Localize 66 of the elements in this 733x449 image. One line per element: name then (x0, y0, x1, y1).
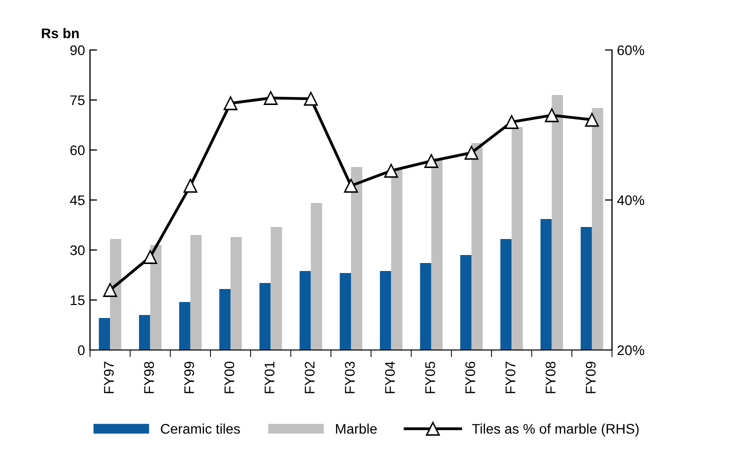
bar (592, 108, 604, 350)
point (544, 108, 559, 122)
y2-tick-label: 60% (618, 45, 644, 56)
x-tick-label: FY97 (104, 362, 114, 394)
bar (460, 255, 472, 350)
bar (471, 143, 483, 350)
point (304, 92, 318, 106)
bar (431, 158, 443, 350)
bar (270, 227, 282, 350)
bar (391, 170, 402, 350)
bar (110, 239, 122, 350)
x-tick-label: FY09 (586, 362, 596, 394)
y-tick-label: 90 (70, 45, 85, 56)
bar (98, 318, 110, 350)
bar (138, 315, 150, 350)
bar (230, 237, 242, 350)
bar (190, 235, 202, 350)
point (344, 178, 358, 193)
bar (179, 302, 190, 350)
x-tick-label: FY00 (224, 362, 234, 394)
bar (580, 227, 592, 350)
x-tick-label: FY04 (385, 362, 395, 394)
y-tick-label: 75 (70, 95, 85, 106)
point (143, 250, 158, 264)
x-tick-label: FY01 (264, 362, 274, 394)
y2-tick-label: 40% (617, 195, 644, 206)
y-axis-title: Rs bn (42, 28, 79, 38)
bar (340, 273, 351, 350)
bar (351, 167, 362, 350)
legend-label: Tiles as % of marble (RHS) (472, 424, 639, 436)
y-tick-label: 30 (70, 245, 85, 256)
x-tick-label: FY07 (506, 362, 516, 394)
point (183, 178, 198, 193)
y2-tick-label: 20% (618, 345, 644, 356)
point (224, 96, 238, 110)
y-tick-label: 45 (70, 195, 85, 206)
point (424, 154, 438, 168)
y-tick-label: 0 (78, 345, 85, 356)
bar (500, 239, 512, 350)
bar (150, 245, 162, 350)
legend-label: Ceramic tiles (160, 424, 240, 434)
legend-label: Marble (336, 424, 377, 434)
bar (552, 95, 564, 350)
x-tick-label: FY05 (425, 362, 436, 394)
x-tick-label: FY03 (344, 362, 355, 394)
point (384, 164, 398, 178)
bar (310, 203, 322, 350)
bar (219, 289, 231, 350)
bar (380, 271, 392, 350)
x-tick-label: FY02 (304, 362, 315, 394)
point (264, 91, 278, 105)
point (103, 283, 118, 297)
y-tick-label: 60 (70, 145, 85, 156)
bar (259, 283, 271, 350)
bar (300, 271, 311, 350)
point (584, 112, 599, 127)
bar (540, 219, 552, 350)
x-tick-label: FY99 (184, 362, 194, 394)
x-tick-label: FY98 (144, 362, 154, 394)
point (504, 115, 519, 129)
y-tick-label: 15 (70, 295, 85, 306)
point (464, 146, 478, 160)
x-tick-label: FY08 (546, 362, 556, 394)
x-tick-label: FY06 (465, 362, 476, 394)
bar (512, 127, 523, 350)
bar (420, 263, 432, 350)
